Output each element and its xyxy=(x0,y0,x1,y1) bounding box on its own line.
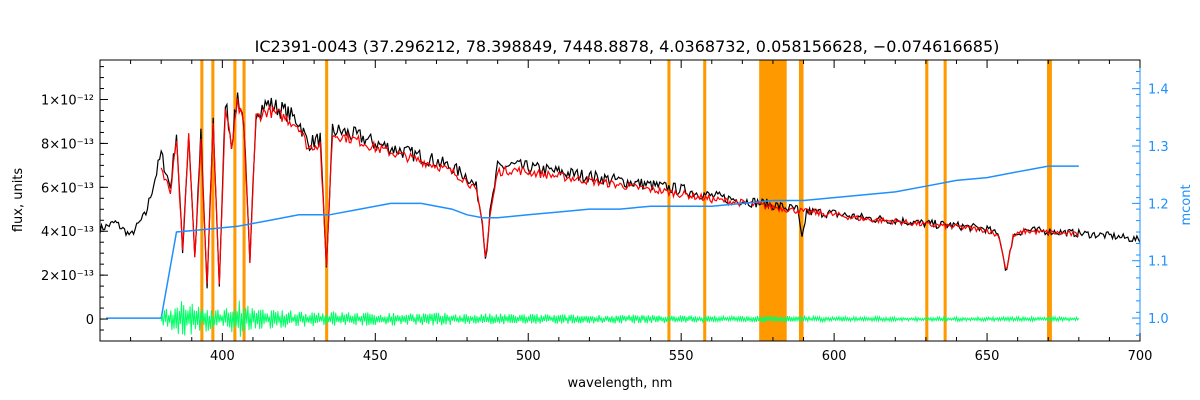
x-tick-label: 400 xyxy=(210,349,235,364)
observed-flux-series xyxy=(99,92,1141,289)
masked-region-11 xyxy=(1047,60,1052,341)
x-tick-label: 650 xyxy=(975,349,1000,364)
masked-region-3 xyxy=(242,60,246,341)
masked-region-4 xyxy=(325,60,329,341)
y-axis-label: flux, units xyxy=(11,168,26,233)
residual-series xyxy=(160,300,1080,337)
masked-region-9 xyxy=(925,60,929,341)
masked-region-6 xyxy=(703,60,707,341)
y-right-tick-label: 1.1 xyxy=(1148,255,1169,270)
y-right-tick-label: 1.4 xyxy=(1148,83,1169,98)
x-tick-label: 450 xyxy=(363,349,388,364)
x-tick-label: 700 xyxy=(1128,349,1153,364)
masked-region-1 xyxy=(211,60,215,341)
y-tick-label: 6×10⁻¹³ xyxy=(41,181,94,196)
x-axis-label: wavelength, nm xyxy=(568,376,673,391)
x-tick-label: 500 xyxy=(516,349,541,364)
y-tick-label: 2×10⁻¹³ xyxy=(41,269,94,284)
series-layer xyxy=(99,92,1141,337)
y-tick-label: 0 xyxy=(86,313,94,328)
model-flux-series xyxy=(160,98,1079,285)
y-right-tick-label: 1.3 xyxy=(1148,140,1169,155)
x-tick-label: 550 xyxy=(669,349,694,364)
mcont-series xyxy=(106,165,1079,319)
x-tick-label: 600 xyxy=(822,349,847,364)
y-tick-label: 4×10⁻¹³ xyxy=(41,225,94,240)
y-right-tick-label: 1.2 xyxy=(1148,197,1169,212)
masked-region-2 xyxy=(233,60,237,341)
chart-title: IC2391-0043 (37.296212, 78.398849, 7448.… xyxy=(255,37,1000,56)
y-tick-label: 1×10⁻¹² xyxy=(41,94,94,109)
y-right-axis-label: mcont xyxy=(1179,184,1194,225)
masked-region-10 xyxy=(943,60,947,341)
masked-region-0 xyxy=(200,60,204,341)
y-tick-label: 8×10⁻¹³ xyxy=(41,137,94,152)
y-right-tick-label: 1.0 xyxy=(1148,312,1169,327)
masked-region-5 xyxy=(667,60,671,341)
x-axis-ticks: 400 450 500 550 600 650 700 xyxy=(130,60,1153,364)
y-right-axis-ticks: 1.0 1.1 1.2 1.3 1.4 xyxy=(1132,70,1169,336)
y-axis-ticks: 0 2×10⁻¹³ 4×10⁻¹³ 6×10⁻¹³ 8×10⁻¹³ 1×10⁻¹² xyxy=(41,66,108,342)
